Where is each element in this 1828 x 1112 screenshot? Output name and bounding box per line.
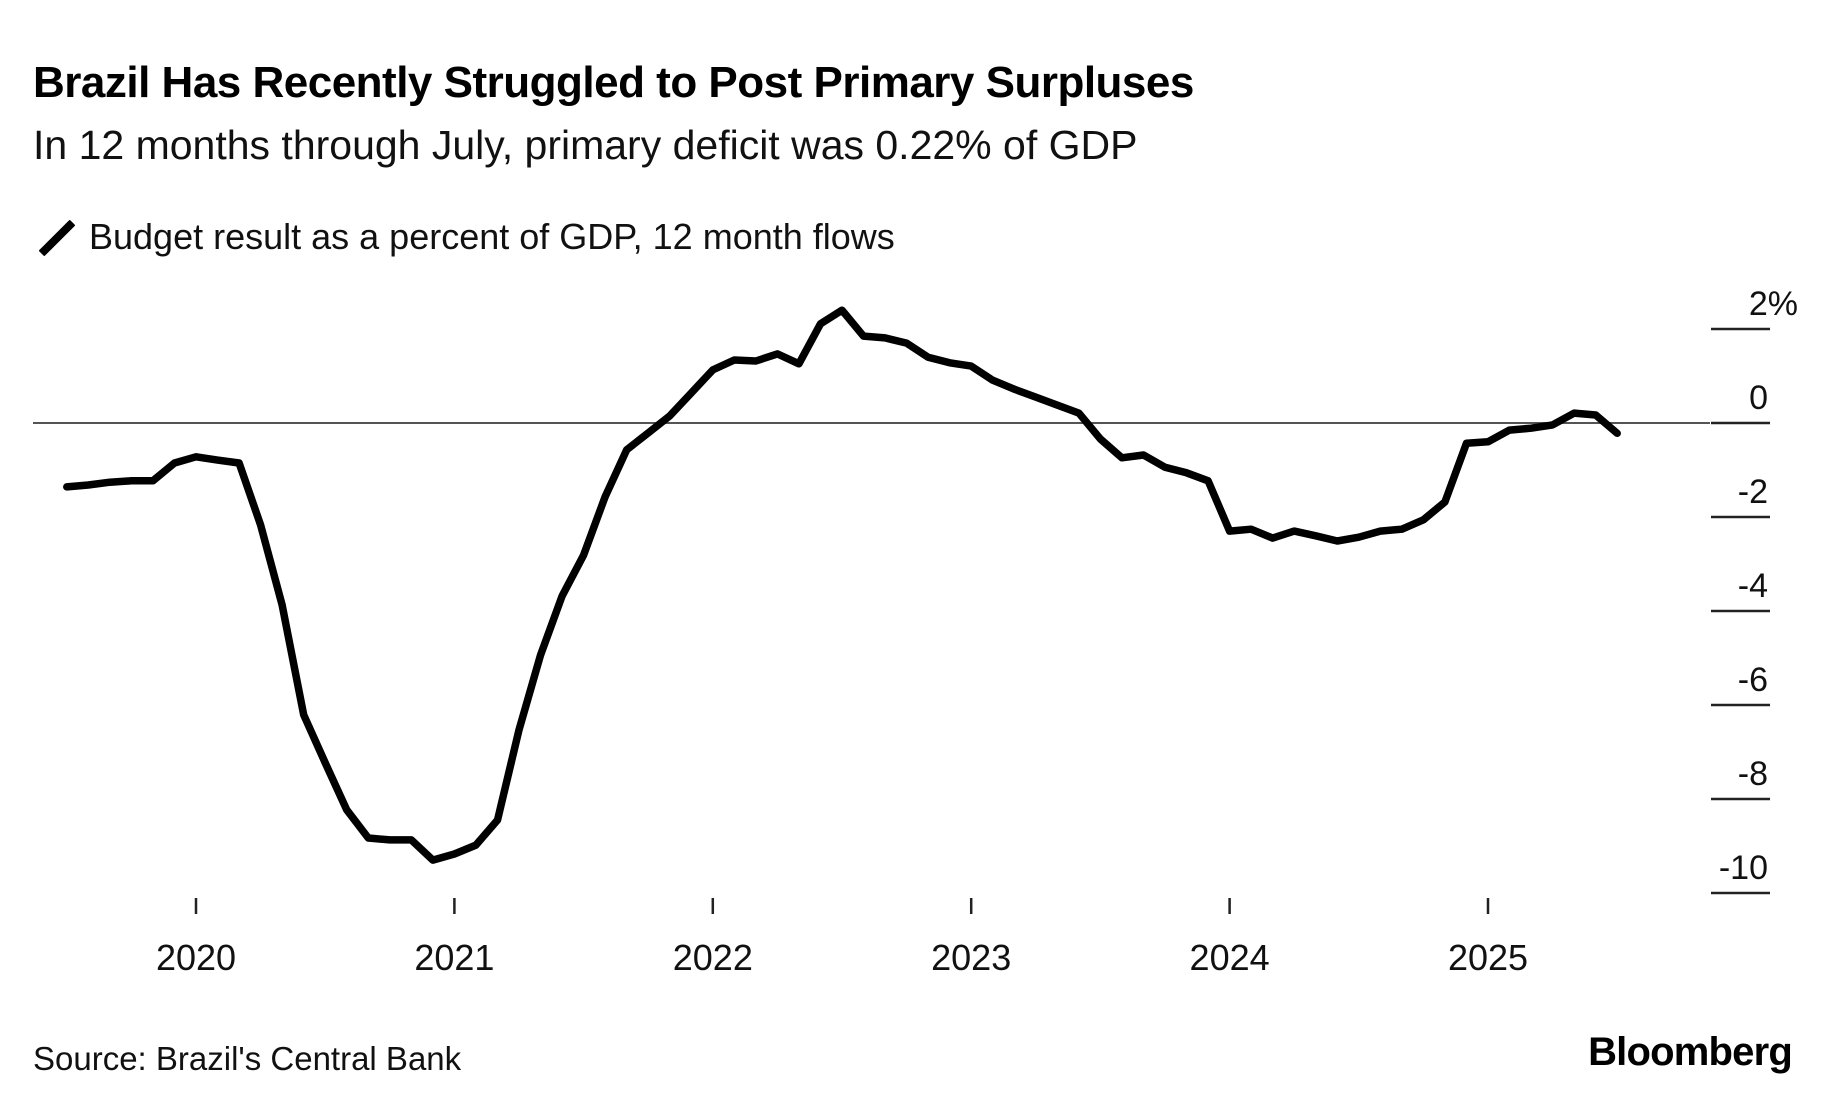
y-tick-label: 0 [1749, 379, 1768, 417]
data-point [581, 552, 587, 558]
data-point [1571, 410, 1577, 416]
y-tick-label: -4 [1738, 567, 1768, 605]
data-point [1033, 394, 1039, 400]
data-point [215, 457, 221, 463]
data-point [1528, 425, 1534, 431]
data-point [365, 835, 371, 841]
data-point [1248, 526, 1254, 532]
data-point [1011, 386, 1017, 392]
data-point [645, 430, 651, 436]
data-point [1399, 526, 1405, 532]
data-point [279, 602, 285, 608]
data-point [193, 454, 199, 460]
data-point [1356, 534, 1362, 540]
legend-label: Budget result as a percent of GDP, 12 mo… [89, 216, 895, 257]
data-point [1614, 430, 1620, 436]
source-note: Source: Brazil's Central Bank [33, 1040, 462, 1077]
data-point [731, 357, 737, 363]
data-point [1313, 533, 1319, 539]
data-point [1054, 402, 1060, 408]
data-point [150, 478, 156, 484]
data-point [947, 360, 953, 366]
data-point [430, 857, 436, 863]
data-point [1334, 538, 1340, 544]
data-point [624, 447, 630, 453]
data-point [796, 361, 802, 367]
data-point [925, 354, 931, 360]
x-axis: 2020 2021 2022 2023 2024 2025 [156, 898, 1528, 978]
data-point [774, 351, 780, 357]
data-point [1291, 528, 1297, 534]
data-point [322, 760, 328, 766]
data-point [1593, 412, 1599, 418]
x-tick-label: 2020 [156, 937, 236, 978]
chart-subtitle: In 12 months through July, primary defic… [33, 122, 1138, 168]
data-point [516, 727, 522, 733]
data-point [602, 494, 608, 500]
data-point [968, 363, 974, 369]
data-point [1119, 455, 1125, 461]
data-point [1140, 452, 1146, 458]
data-point [1507, 427, 1513, 433]
data-point [1097, 436, 1103, 442]
legend: Budget result as a percent of GDP, 12 mo… [33, 215, 895, 259]
data-point [387, 837, 393, 843]
data-point [301, 712, 307, 718]
data-point [1377, 528, 1383, 534]
data-point [710, 367, 716, 373]
data-point [1205, 478, 1211, 484]
data-point [408, 837, 414, 843]
data-point [904, 340, 910, 346]
data-point [473, 842, 479, 848]
bloomberg-logo: Bloomberg [1588, 1030, 1793, 1074]
x-tick-label: 2023 [931, 937, 1011, 978]
y-tick-label: 2% [1749, 285, 1798, 323]
data-point [667, 413, 673, 419]
series-layer [63, 306, 1621, 864]
data-point [107, 479, 113, 485]
data-point [85, 482, 91, 488]
data-point [1184, 470, 1190, 476]
data-point [1463, 440, 1469, 446]
data-point [861, 333, 867, 339]
data-point [882, 335, 888, 341]
data-point [258, 522, 264, 528]
y-tick-label: -8 [1738, 755, 1768, 793]
data-point [817, 321, 823, 327]
y-tick-label: -10 [1719, 849, 1768, 887]
data-point [1550, 422, 1556, 428]
data-point [236, 460, 242, 466]
data-point [1442, 499, 1448, 505]
x-tick-label: 2025 [1448, 937, 1528, 978]
x-tick-label: 2022 [673, 937, 753, 978]
data-point [1227, 528, 1233, 534]
data-point [538, 652, 544, 658]
data-point [64, 484, 70, 490]
data-point [451, 851, 457, 857]
chart-title: Brazil Has Recently Struggled to Post Pr… [33, 58, 1194, 107]
x-tick-label: 2024 [1190, 937, 1270, 978]
data-point [1420, 517, 1426, 523]
y-tick-label: -2 [1738, 473, 1768, 511]
data-point [559, 593, 565, 599]
data-point [990, 377, 996, 383]
data-point [1076, 410, 1082, 416]
data-point [1485, 439, 1491, 445]
data-point [688, 390, 694, 396]
y-axis: 2% 0 -2 -4 -6 -8 -10 [1711, 285, 1798, 895]
data-point [344, 807, 350, 813]
data-point [839, 307, 845, 313]
data-point [753, 358, 759, 364]
data-point [1270, 535, 1276, 541]
x-tick-label: 2021 [414, 937, 494, 978]
data-point [171, 460, 177, 466]
data-point [128, 478, 134, 484]
series-line-budget-result [63, 306, 1621, 864]
data-point [1162, 464, 1168, 470]
data-point [494, 817, 500, 823]
y-tick-label: -6 [1738, 661, 1768, 699]
